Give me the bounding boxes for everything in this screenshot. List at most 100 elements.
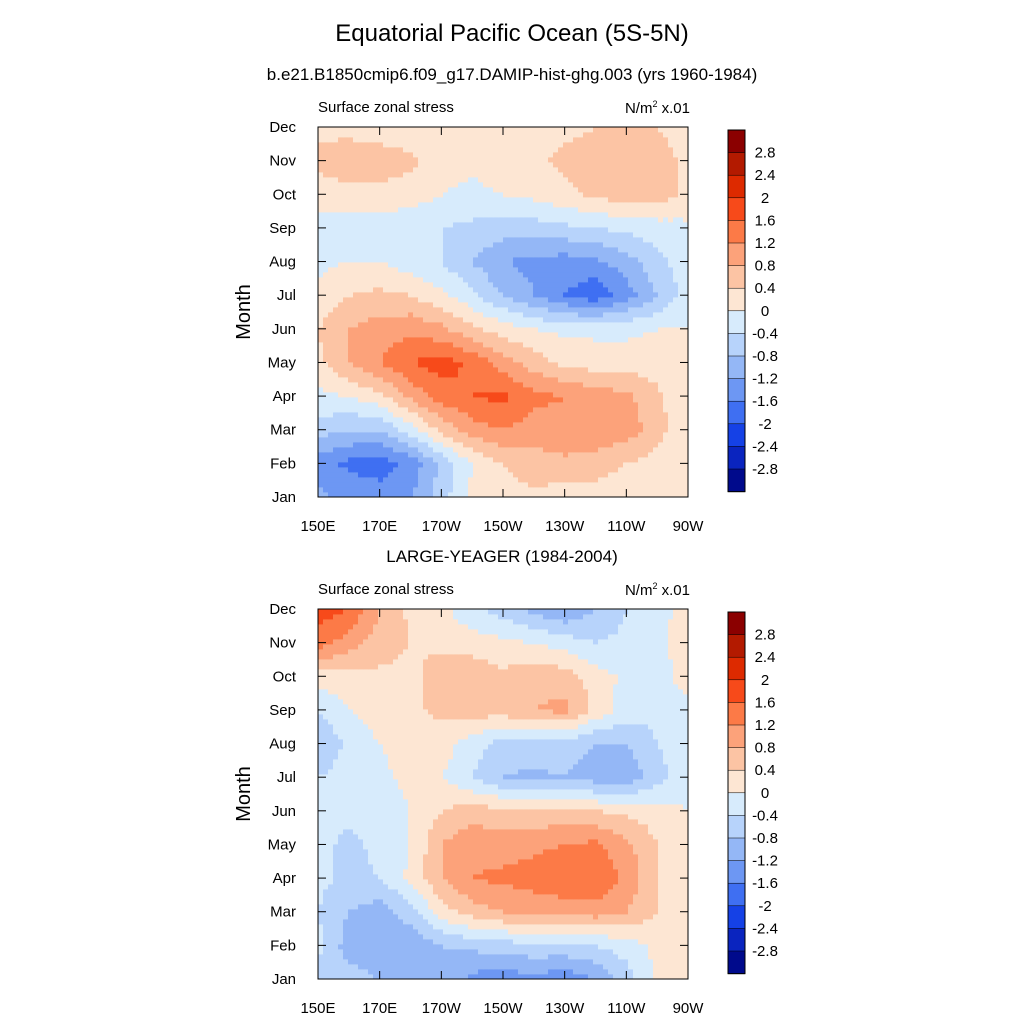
heatmap-cell bbox=[578, 417, 584, 423]
heatmap-cell bbox=[598, 232, 604, 238]
heatmap-cell bbox=[518, 452, 524, 458]
heatmap-cell bbox=[683, 312, 689, 318]
heatmap-cell bbox=[538, 257, 544, 263]
heatmap-cell bbox=[518, 357, 524, 363]
heatmap-cell bbox=[473, 467, 479, 473]
heatmap-cell bbox=[508, 387, 514, 393]
heatmap-cell bbox=[403, 452, 409, 458]
heatmap-cell bbox=[543, 177, 549, 183]
heatmap-cell bbox=[478, 342, 484, 348]
heatmap-cell bbox=[408, 482, 414, 488]
heatmap-cell bbox=[478, 282, 484, 288]
heatmap-cell bbox=[558, 362, 564, 368]
heatmap-cell bbox=[478, 362, 484, 368]
heatmap-cell bbox=[678, 367, 684, 373]
heatmap-cell bbox=[588, 262, 594, 268]
heatmap-cell bbox=[498, 312, 504, 318]
heatmap-cell bbox=[563, 397, 569, 403]
heatmap-cell bbox=[603, 182, 609, 188]
heatmap-cell bbox=[673, 202, 679, 208]
heatmap-cell bbox=[553, 347, 559, 353]
heatmap-cell bbox=[378, 337, 384, 343]
heatmap-cell bbox=[383, 172, 389, 178]
heatmap-cell bbox=[593, 302, 599, 308]
heatmap-cell bbox=[603, 207, 609, 213]
heatmap-cell bbox=[363, 407, 369, 413]
heatmap-cell bbox=[368, 322, 374, 328]
heatmap-cell bbox=[318, 282, 324, 288]
heatmap-cell bbox=[443, 437, 449, 443]
heatmap-cell bbox=[378, 477, 384, 483]
heatmap-cell bbox=[578, 267, 584, 273]
heatmap-cell bbox=[613, 222, 619, 228]
heatmap-cell bbox=[328, 252, 334, 258]
heatmap-cell bbox=[348, 397, 354, 403]
heatmap-cell bbox=[648, 197, 654, 203]
heatmap-cell bbox=[368, 462, 374, 468]
heatmap-cell bbox=[328, 282, 334, 288]
heatmap-cell bbox=[383, 402, 389, 408]
heatmap-cell bbox=[418, 422, 424, 428]
heatmap-cell bbox=[528, 222, 534, 228]
heatmap-cell bbox=[413, 377, 419, 383]
heatmap-cell bbox=[333, 422, 339, 428]
heatmap-cell bbox=[638, 422, 644, 428]
heatmap-cell bbox=[398, 247, 404, 253]
heatmap-cell bbox=[463, 402, 469, 408]
heatmap-cell bbox=[368, 387, 374, 393]
heatmap-cell bbox=[548, 172, 554, 178]
heatmap-cell bbox=[473, 302, 479, 308]
heatmap-cell bbox=[413, 192, 419, 198]
heatmap-cell bbox=[558, 232, 564, 238]
heatmap-cell bbox=[383, 217, 389, 223]
heatmap-cell bbox=[393, 312, 399, 318]
heatmap-cell bbox=[528, 387, 534, 393]
heatmap-cell bbox=[448, 357, 454, 363]
heatmap-cell bbox=[333, 202, 339, 208]
heatmap-cell bbox=[458, 247, 464, 253]
heatmap-cell bbox=[478, 217, 484, 223]
heatmap-cell bbox=[528, 467, 534, 473]
heatmap-cell bbox=[483, 362, 489, 368]
heatmap-cell bbox=[468, 377, 474, 383]
heatmap-cell bbox=[548, 377, 554, 383]
heatmap-cell bbox=[628, 412, 634, 418]
heatmap-cell bbox=[663, 182, 669, 188]
heatmap-cell bbox=[593, 197, 599, 203]
heatmap-cell bbox=[433, 332, 439, 338]
heatmap-cell bbox=[658, 257, 664, 263]
heatmap-cell bbox=[348, 277, 354, 283]
heatmap-cell bbox=[448, 282, 454, 288]
heatmap-cell bbox=[673, 347, 679, 353]
heatmap-cell bbox=[373, 162, 379, 168]
heatmap-cell bbox=[588, 447, 594, 453]
heatmap-cell bbox=[628, 472, 634, 478]
heatmap-cell bbox=[483, 257, 489, 263]
heatmap-cell bbox=[658, 347, 664, 353]
heatmap-cell bbox=[388, 232, 394, 238]
heatmap-cell bbox=[673, 237, 679, 243]
heatmap-cell bbox=[438, 387, 444, 393]
heatmap-cell bbox=[338, 437, 344, 443]
heatmap-cell bbox=[318, 492, 324, 498]
heatmap-cell bbox=[558, 442, 564, 448]
heatmap-cell bbox=[678, 402, 684, 408]
heatmap-cell bbox=[408, 407, 414, 413]
heatmap-cell bbox=[323, 157, 329, 163]
heatmap-cell bbox=[323, 397, 329, 403]
heatmap-cell bbox=[323, 432, 329, 438]
heatmap-cell bbox=[373, 242, 379, 248]
heatmap-cell bbox=[543, 367, 549, 373]
heatmap-cell bbox=[578, 207, 584, 213]
heatmap-cell bbox=[613, 357, 619, 363]
heatmap-cell bbox=[368, 422, 374, 428]
heatmap-cell bbox=[358, 392, 364, 398]
heatmap-cell bbox=[538, 292, 544, 298]
heatmap-cell bbox=[543, 352, 549, 358]
heatmap-cell bbox=[403, 462, 409, 468]
heatmap-cell bbox=[318, 332, 324, 338]
heatmap-cell bbox=[333, 182, 339, 188]
heatmap-cell bbox=[498, 282, 504, 288]
heatmap-cell bbox=[603, 262, 609, 268]
heatmap-cell bbox=[368, 162, 374, 168]
